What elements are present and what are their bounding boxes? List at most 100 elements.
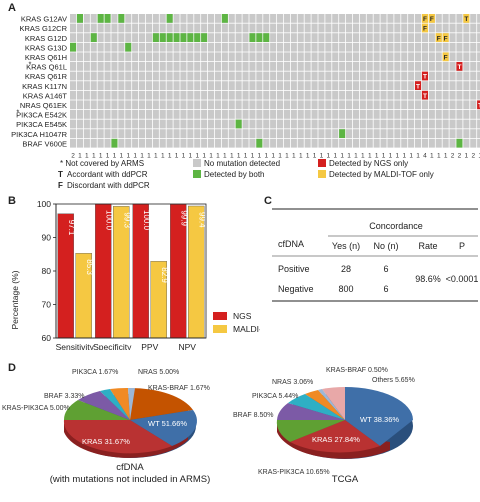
legend-discordant-mark: F [58,181,63,190]
heatmap-cell [228,110,235,119]
heatmap-cell [435,42,442,52]
heatmap-cell [277,33,284,42]
heatmap-cell [118,90,125,100]
heatmap-cell [145,23,152,33]
heatmap-cell [290,14,297,23]
heatmap-cell [132,23,139,33]
heatmap-cell [159,119,166,129]
bar-legend: NGS MALDI-TOF [213,311,260,334]
heatmap-cell [90,81,97,90]
heatmap-cell [139,100,146,110]
heatmap-cell [139,81,146,90]
heatmap-cell-detected [166,33,173,42]
heatmap-cell [132,42,139,52]
heatmap-cell [463,62,470,71]
heatmap-cell-detected [104,14,111,23]
column-count-label: 1 [409,152,413,159]
pie-right-others-label: Others 5.65% [372,377,415,384]
heatmap-cell [352,71,359,81]
heatmap-cell-mark: T [423,74,427,81]
heatmap-cell [442,129,449,138]
heatmap-cell [373,90,380,100]
heatmap-cell [352,138,359,148]
column-count-label: 1 [113,152,117,159]
pie-left-nras-label: NRAS 5.00% [138,369,179,376]
heatmap-cell [428,110,435,119]
heatmap-cell [325,52,332,62]
heatmap-cell-detected [421,14,428,23]
heatmap-cell [456,71,463,81]
heatmap-cell [339,33,346,42]
heatmap-cell [318,42,325,52]
heatmap-cell [442,71,449,81]
heatmap-cell [83,129,90,138]
heatmap-cell [194,71,201,81]
heatmap-cell [159,110,166,119]
heatmap-cell [318,100,325,110]
column-count-label: 4 [423,152,427,159]
heatmap-cell [297,62,304,71]
heatmap-cell [118,100,125,110]
heatmap-cell [318,23,325,33]
column-count-label: 1 [216,152,220,159]
column-count-label: 1 [389,152,393,159]
heatmap-cell [304,71,311,81]
heatmap-cell [125,129,132,138]
heatmap-cell [263,110,270,119]
cfdna-label: cfDNA [278,239,304,249]
heatmap-cell [90,90,97,100]
heatmap-cell [104,129,111,138]
heatmap-cell [159,138,166,148]
column-count-label: 1 [223,152,227,159]
gene-label: KRAS G12D [25,34,68,43]
heatmap-cell [456,81,463,90]
heatmap-cell [173,119,180,129]
heatmap-cell [180,23,187,33]
heatmap-cell [435,90,442,100]
heatmap-cell [187,129,194,138]
heatmap-cell [401,62,408,71]
heatmap-cell [380,81,387,90]
heatmap-cell [270,14,277,23]
heatmap-cell [421,33,428,42]
heatmap-cell [290,33,297,42]
plot-frame [55,203,207,339]
heatmap-cell [97,138,104,148]
heatmap-cell [208,81,215,90]
heatmap-cell-detected [235,119,242,129]
heatmap-cell [415,62,422,71]
heatmap-cell [449,42,456,52]
heatmap-cell [332,14,339,23]
heatmap-cell [228,33,235,42]
heatmap-cell [415,100,422,110]
heatmap-cell [125,62,132,71]
heatmap-cell [249,14,256,23]
x-category-label: Sensitivity [56,342,95,350]
heatmap-cell [325,62,332,71]
heatmap-cell [366,119,373,129]
heatmap-cell [470,100,477,110]
column-count-label: 1 [126,152,130,159]
heatmap-cell [76,23,83,33]
heatmap-cell [421,100,428,110]
heatmap-cell-detected [173,33,180,42]
heatmap-cell [70,14,77,23]
heatmap-cell [201,100,208,110]
column-count-label: 1 [478,152,480,159]
heatmap-cell [221,100,228,110]
heatmap-cell [132,90,139,100]
heatmap-cell [449,119,456,129]
heatmap-cell [373,110,380,119]
heatmap-cell [442,100,449,110]
heatmap-cell [83,110,90,119]
heatmap-cell [228,100,235,110]
column-count-label: 1 [416,152,420,159]
heatmap-cell [152,52,159,62]
heatmap-cell [166,71,173,81]
heatmap-cell [394,62,401,71]
heatmap-cell [442,42,449,52]
heatmap-cell [332,62,339,71]
heatmap-cell [228,71,235,81]
heatmap-cell [139,14,146,23]
heatmap-cell [235,62,242,71]
